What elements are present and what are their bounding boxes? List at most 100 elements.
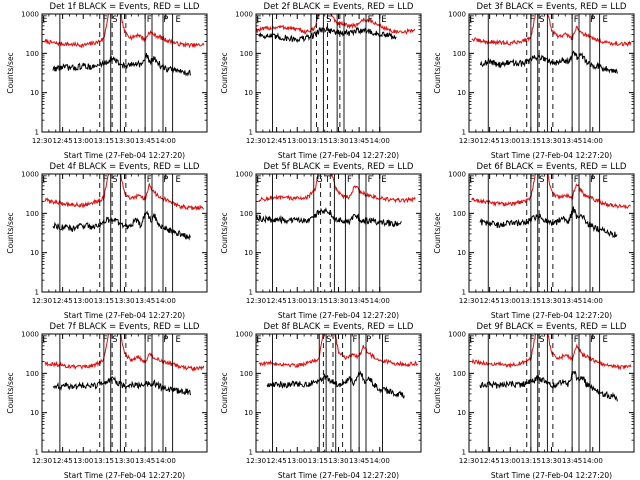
x-tick-label: 13:30 [114,297,134,305]
region-label: F [147,15,152,25]
region-label: F [353,335,358,345]
region-label: P [590,15,595,25]
x-tick-label: 13:00 [73,457,93,465]
panel-title: Det 8f BLACK = Events, RED = LLD [264,322,414,332]
y-tick-label: 10 [457,89,466,97]
x-tick-label: 12:45 [267,457,287,465]
region-label: E [602,175,607,185]
y-axis-label: Counts/sec [433,52,442,93]
x-tick-label: 12:30 [459,297,479,305]
panel-title: Det 9f BLACK = Events, RED = LLD [477,322,627,332]
y-tick-label: 1000 [448,331,466,339]
x-tick-label: 13:30 [328,457,348,465]
x-tick-label: 12:45 [53,137,73,145]
y-tick-label: 100 [240,210,253,218]
region-label: S [539,335,544,345]
region-label: F [530,175,535,185]
region-label: E [42,175,47,185]
x-tick-label: 13:30 [328,137,348,145]
lld-series-line [44,14,205,49]
x-tick-label: 13:30 [541,137,561,145]
x-tick-label: 13:00 [287,137,307,145]
y-tick-label: 1 [35,449,39,457]
y-tick-label: 10 [244,249,253,257]
detector-panel-5: Det 5f BLACK = Events, RED = LLD Counts/s… [220,162,422,320]
x-tick-label: 13:00 [287,297,307,305]
x-tick-label: 13:45 [135,297,155,305]
events-series-line [52,210,191,241]
y-tick-label: 10 [457,409,466,417]
x-tick-label: 12:45 [267,137,287,145]
x-tick-label: 12:30 [459,137,479,145]
x-tick-label: 13:00 [500,137,520,145]
x-tick-label: 14:00 [156,457,176,465]
y-axis-label: Counts/sec [6,52,15,93]
x-axis-label: Start Time (27-Feb-04 12:27:20) [491,151,612,160]
events-series-line [256,206,402,228]
lld-series-line [258,334,418,369]
y-tick-label: 1000 [21,11,39,19]
x-tick-label: 13:15 [521,297,541,305]
y-tick-label: 1 [35,289,39,297]
y-tick-label: 100 [453,50,466,58]
y-tick-label: 100 [240,370,253,378]
y-tick-label: 100 [453,210,466,218]
lld-series-line [471,14,632,48]
region-label: E [602,335,607,345]
region-label: T [324,175,331,185]
detector-panel-6: Det 6f BLACK = Events, RED = LLD Counts/s… [433,162,635,320]
region-label: S [326,335,331,345]
y-tick-label: 1000 [448,171,466,179]
plot-frame [468,173,635,293]
panel-title: Det 7f BLACK = Events, RED = LLD [50,322,200,332]
region-label: S [539,175,544,185]
y-axis-label: Counts/sec [433,372,442,413]
region-label: F [103,175,108,185]
region-label: F [368,15,373,25]
x-tick-label: 13:45 [562,137,582,145]
x-tick-label: 13:45 [135,457,155,465]
x-tick-label: 13:15 [521,137,541,145]
y-tick-label: 1 [249,289,253,297]
x-tick-label: 13:00 [500,457,520,465]
x-tick-label: 13:15 [308,137,328,145]
y-tick-label: 10 [30,409,39,417]
region-label: F [574,15,579,25]
region-label: F [315,15,320,25]
detector-panel-7: Det 7f BLACK = Events, RED = LLD Counts/s… [6,322,208,480]
x-tick-label: 13:15 [521,457,541,465]
x-axis-label: Start Time (27-Feb-04 12:27:20) [278,311,399,320]
y-tick-label: 10 [244,89,253,97]
y-tick-label: 100 [453,370,466,378]
y-tick-label: 10 [30,89,39,97]
region-label: F [347,175,352,185]
x-tick-label: 12:45 [53,457,73,465]
lld-series-line [256,14,416,35]
region-label: E [384,335,389,345]
x-tick-label: 13:15 [308,457,328,465]
y-tick-label: 1000 [21,331,39,339]
x-tick-label: 13:30 [328,297,348,305]
detector-panel-1: Det 1f BLACK = Events, RED = LLD Counts/s… [6,2,208,160]
x-tick-label: 14:00 [370,457,390,465]
events-series-line [52,376,191,396]
y-tick-label: 1 [35,129,39,137]
region-label: E [602,15,607,25]
detector-panel-3: Det 3f BLACK = Events, RED = LLD Counts/s… [433,2,635,160]
region-label: E [469,175,474,185]
y-tick-label: 1 [462,289,466,297]
events-series-line [480,50,618,74]
region-label: E [256,335,261,345]
region-label: E [175,175,180,185]
x-tick-label: 12:45 [480,137,500,145]
region-label: E [175,15,180,25]
region-label: E [469,335,474,345]
region-label: S [326,15,331,25]
region-label: S [539,15,544,25]
y-tick-label: 100 [26,370,39,378]
y-tick-label: 10 [457,249,466,257]
events-series-line [479,370,618,402]
x-tick-label: 13:00 [73,297,93,305]
x-tick-label: 12:30 [246,297,266,305]
